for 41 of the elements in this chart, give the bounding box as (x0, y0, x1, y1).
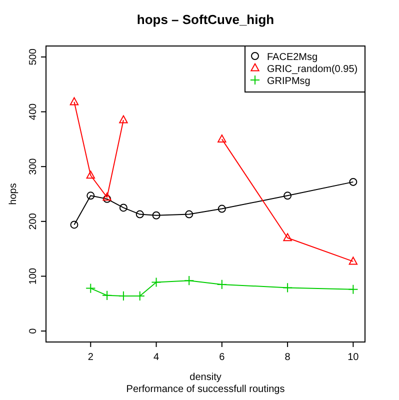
y-tick-label: 400 (28, 103, 39, 120)
point (348, 284, 358, 294)
x-tick-label: 6 (219, 352, 226, 363)
x-axis-title: density (190, 372, 222, 383)
y-axis-title: hops (8, 183, 19, 205)
legend-label: GRIC_random(0.95) (267, 64, 358, 75)
y-tick-label: 200 (28, 212, 39, 230)
x-tick-label: 10 (348, 352, 360, 363)
point (103, 194, 112, 203)
point (86, 283, 96, 294)
point (152, 211, 160, 220)
point (282, 282, 293, 293)
x-tick-label: 8 (284, 352, 291, 363)
point (218, 134, 226, 142)
y-tick-label: 500 (28, 48, 39, 66)
point (218, 204, 226, 213)
y-tick-label: 300 (28, 158, 39, 175)
x-tick-label: 4 (153, 352, 160, 363)
text: Performance of successfull routings (126, 384, 285, 395)
y-tick-label: 100 (28, 267, 39, 285)
point (151, 277, 162, 288)
legend-label: FACE2Msg (267, 52, 318, 63)
point (119, 204, 128, 212)
point (86, 192, 95, 200)
legend-label: GRIPMsg (267, 76, 310, 87)
point (348, 256, 358, 265)
point (86, 170, 95, 179)
point (119, 115, 128, 124)
point (284, 192, 292, 200)
point (70, 97, 79, 106)
x-tick-label: 2 (88, 352, 94, 363)
point (185, 210, 194, 218)
point (216, 279, 227, 290)
point (102, 290, 112, 300)
point (349, 178, 358, 186)
point (184, 276, 194, 286)
point (136, 210, 144, 218)
point (283, 233, 292, 242)
y-tick-label: 0 (28, 328, 39, 334)
chart-title: hops – SoftCuve_high (136, 12, 274, 27)
point (70, 220, 78, 229)
